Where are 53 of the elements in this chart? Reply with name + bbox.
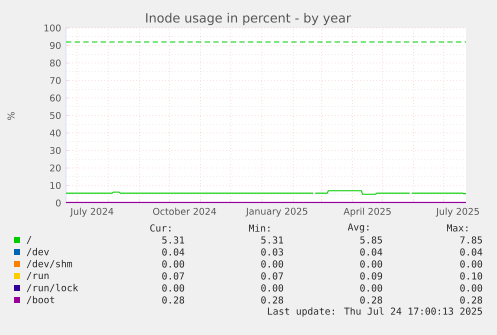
legend-label: /run [26, 272, 49, 280]
text: Cur: [150, 224, 170, 232]
y-tick-label: 90 [50, 42, 61, 50]
text: 5.31 [162, 236, 184, 244]
text: 0.00 [162, 260, 184, 268]
x-tick-label: July 2024 [70, 208, 114, 217]
legend-label: /run/lock [26, 284, 78, 292]
text: 0.07 [261, 272, 284, 280]
text: 0.28 [360, 296, 382, 304]
y-tick-label: 70 [50, 76, 61, 84]
text: 0.03 [261, 248, 284, 256]
text: 5.85 [360, 236, 382, 244]
text: 0.04 [460, 248, 482, 256]
y-tick-label: 80 [50, 59, 61, 67]
text: 0.00 [162, 284, 184, 292]
y-tick-label: 0 [56, 199, 61, 207]
legend-label: / [26, 236, 32, 244]
text: 0.00 [360, 284, 382, 292]
text: 0.07 [162, 272, 184, 280]
x-tick-label: October 2024 [153, 208, 216, 215]
x-tick-label: April 2025 [344, 208, 391, 217]
text: 0.09 [360, 272, 382, 280]
text: 7.85 [460, 236, 482, 244]
y-tick-label: 30 [50, 146, 61, 154]
y-axis-title: % [7, 112, 15, 120]
text: 0.00 [261, 260, 284, 268]
legend-label: /dev [26, 248, 49, 256]
text: 0.28 [460, 296, 482, 304]
legend-label: /dev/shm [26, 260, 72, 268]
text: Last update: Thu Jul 24 17:00:13 2025 [268, 307, 482, 317]
y-tick-label: 50 [50, 112, 61, 120]
y-tick-label: 100 [44, 24, 61, 32]
text: 0.00 [460, 260, 482, 268]
legend-label: /boot [26, 296, 54, 304]
text: 0.00 [360, 260, 382, 268]
y-tick-label: 60 [50, 94, 61, 102]
text: 0.04 [360, 248, 382, 256]
text: 0.00 [261, 284, 284, 292]
text: 0.10 [460, 272, 482, 280]
chart-title: Inode usage in percent - by year [146, 12, 352, 26]
y-tick-label: 20 [50, 164, 61, 172]
text: Min: [249, 224, 270, 232]
text: 0.28 [162, 296, 184, 304]
x-tick-label: July 2025 [436, 208, 479, 217]
text: Max: [447, 224, 468, 232]
text: 0.00 [460, 284, 482, 292]
text: Avg: [348, 223, 368, 233]
text: 5.31 [261, 236, 284, 244]
text: 0.28 [261, 296, 284, 304]
x-tick-label: January 2025 [246, 208, 308, 217]
y-tick-label: 40 [50, 129, 61, 137]
y-tick-label: 10 [50, 182, 61, 190]
text: 0.04 [162, 248, 184, 256]
